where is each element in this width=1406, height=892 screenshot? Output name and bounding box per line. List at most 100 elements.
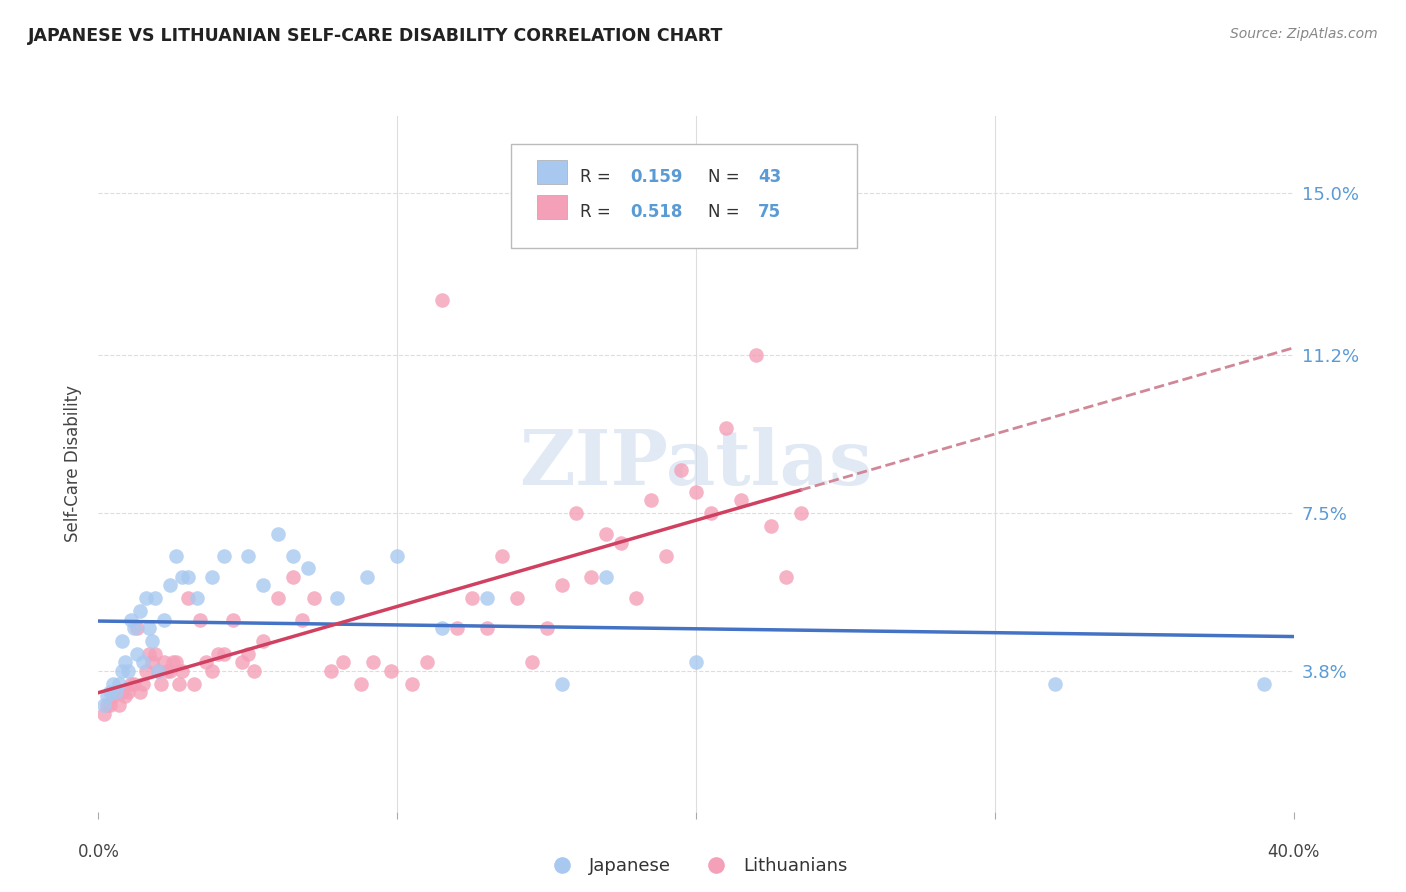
- Bar: [537, 194, 567, 219]
- Point: [685, 656, 707, 670]
- Point: [700, 506, 723, 520]
- Point: [124, 621, 146, 635]
- Point: [401, 676, 423, 690]
- Point: [93, 698, 115, 712]
- Point: [117, 664, 139, 678]
- Point: [129, 685, 152, 699]
- Point: [111, 664, 134, 678]
- Point: [281, 570, 304, 584]
- Point: [114, 656, 136, 670]
- Point: [159, 578, 181, 592]
- Point: [141, 656, 163, 670]
- Point: [267, 591, 290, 606]
- Text: R =: R =: [581, 203, 616, 221]
- Point: [581, 570, 603, 584]
- Point: [127, 621, 149, 635]
- Point: [1043, 676, 1066, 690]
- Point: [356, 570, 378, 584]
- Point: [96, 698, 118, 712]
- Point: [177, 591, 200, 606]
- Point: [332, 656, 354, 670]
- Point: [416, 656, 439, 670]
- Point: [430, 621, 453, 635]
- Point: [162, 656, 184, 670]
- Point: [105, 685, 128, 699]
- Text: JAPANESE VS LITHUANIAN SELF-CARE DISABILITY CORRELATION CHART: JAPANESE VS LITHUANIAN SELF-CARE DISABIL…: [28, 27, 724, 45]
- Point: [201, 664, 224, 678]
- Point: [243, 664, 266, 678]
- Point: [550, 578, 572, 592]
- Point: [595, 527, 617, 541]
- Point: [96, 690, 118, 704]
- Point: [506, 591, 529, 606]
- Point: [188, 613, 211, 627]
- Point: [132, 656, 155, 670]
- Point: [177, 570, 200, 584]
- Point: [143, 647, 166, 661]
- Point: [167, 676, 190, 690]
- Point: [150, 676, 173, 690]
- Point: [789, 506, 811, 520]
- Text: 0.159: 0.159: [630, 169, 683, 186]
- Point: [93, 706, 115, 721]
- Point: [153, 613, 176, 627]
- Point: [252, 578, 274, 592]
- Text: N =: N =: [709, 169, 745, 186]
- Point: [626, 591, 648, 606]
- Point: [326, 591, 349, 606]
- Point: [165, 549, 187, 563]
- Point: [148, 664, 170, 678]
- Text: 0.0%: 0.0%: [77, 843, 120, 861]
- Point: [135, 591, 157, 606]
- Point: [172, 570, 194, 584]
- Legend: Japanese, Lithuanians: Japanese, Lithuanians: [537, 850, 855, 883]
- Point: [231, 656, 253, 670]
- Point: [759, 518, 782, 533]
- Point: [714, 420, 737, 434]
- Point: [103, 676, 125, 690]
- Point: [111, 634, 134, 648]
- Point: [297, 561, 319, 575]
- Point: [730, 493, 752, 508]
- Y-axis label: Self-Care Disability: Self-Care Disability: [65, 385, 83, 542]
- Point: [385, 549, 409, 563]
- Point: [100, 698, 122, 712]
- Point: [321, 664, 343, 678]
- Point: [129, 604, 152, 618]
- Point: [105, 685, 128, 699]
- Point: [565, 506, 588, 520]
- Point: [132, 676, 155, 690]
- Point: [103, 690, 125, 704]
- Point: [461, 591, 484, 606]
- Point: [111, 685, 134, 699]
- Point: [183, 676, 205, 690]
- Point: [212, 549, 235, 563]
- Point: [595, 570, 617, 584]
- Point: [775, 570, 797, 584]
- Point: [143, 591, 166, 606]
- Point: [100, 685, 122, 699]
- Text: ZIPatlas: ZIPatlas: [519, 427, 873, 500]
- Point: [363, 656, 385, 670]
- Point: [165, 656, 187, 670]
- Point: [108, 698, 131, 712]
- Point: [669, 463, 692, 477]
- Point: [380, 664, 402, 678]
- Text: 75: 75: [758, 203, 782, 221]
- Text: 40.0%: 40.0%: [1267, 843, 1320, 861]
- Point: [446, 621, 468, 635]
- Point: [475, 621, 498, 635]
- Point: [108, 676, 131, 690]
- Text: 43: 43: [758, 169, 782, 186]
- Point: [236, 549, 259, 563]
- Point: [212, 647, 235, 661]
- Point: [195, 656, 218, 670]
- Point: [302, 591, 325, 606]
- Point: [1253, 676, 1275, 690]
- Text: Source: ZipAtlas.com: Source: ZipAtlas.com: [1230, 27, 1378, 41]
- Point: [430, 293, 453, 307]
- Point: [550, 676, 572, 690]
- Point: [475, 591, 498, 606]
- Point: [127, 647, 149, 661]
- Point: [172, 664, 194, 678]
